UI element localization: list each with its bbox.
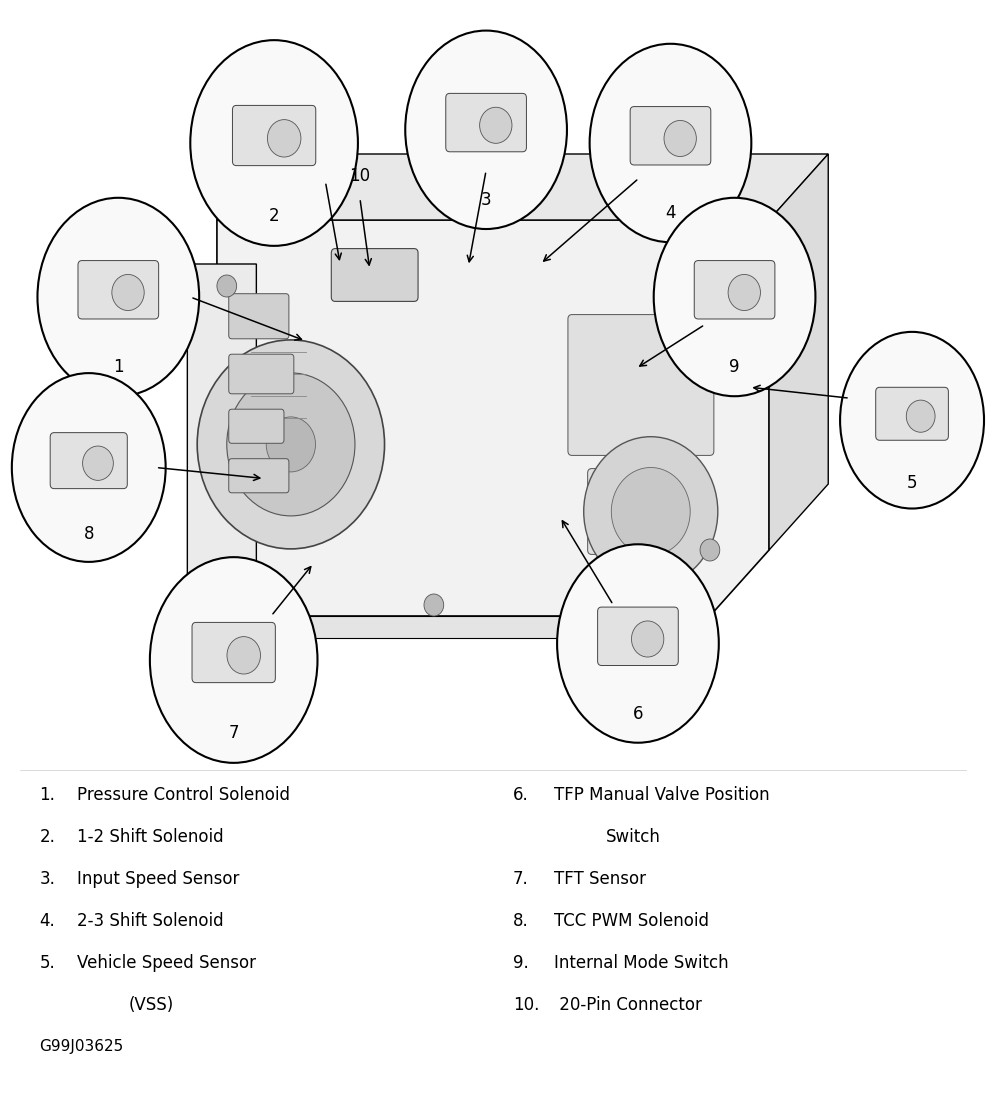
Text: 4: 4 (666, 205, 675, 222)
Circle shape (664, 121, 696, 156)
Text: Vehicle Speed Sensor: Vehicle Speed Sensor (77, 954, 256, 971)
Circle shape (611, 468, 690, 556)
Text: Internal Mode Switch: Internal Mode Switch (554, 954, 729, 971)
Circle shape (227, 373, 355, 516)
FancyBboxPatch shape (568, 315, 714, 455)
Circle shape (680, 253, 700, 275)
Circle shape (728, 275, 760, 310)
Circle shape (222, 588, 242, 610)
Ellipse shape (12, 373, 166, 562)
Polygon shape (217, 154, 828, 220)
Circle shape (83, 447, 113, 481)
Text: 2-3 Shift Solenoid: 2-3 Shift Solenoid (77, 912, 224, 930)
Polygon shape (187, 264, 256, 616)
Circle shape (217, 275, 237, 297)
Text: 10.: 10. (513, 996, 539, 1013)
Ellipse shape (590, 44, 751, 242)
Text: TFP Manual Valve Position: TFP Manual Valve Position (554, 786, 770, 804)
Text: (VSS): (VSS) (128, 996, 174, 1013)
Circle shape (227, 637, 260, 674)
Circle shape (584, 437, 718, 586)
Text: 20-Pin Connector: 20-Pin Connector (554, 996, 702, 1013)
FancyBboxPatch shape (233, 106, 316, 166)
Text: 8.: 8. (513, 912, 528, 930)
Text: Input Speed Sensor: Input Speed Sensor (77, 870, 240, 888)
Circle shape (197, 340, 385, 549)
FancyBboxPatch shape (78, 261, 159, 319)
Text: 5.: 5. (39, 954, 55, 971)
Text: 8: 8 (84, 526, 94, 543)
Text: TCC PWM Solenoid: TCC PWM Solenoid (554, 912, 709, 930)
FancyBboxPatch shape (876, 387, 949, 440)
Text: 1.: 1. (39, 786, 55, 804)
Circle shape (631, 620, 664, 657)
Text: 9: 9 (730, 359, 740, 376)
Circle shape (906, 400, 935, 432)
Ellipse shape (190, 41, 358, 246)
Text: 5: 5 (907, 474, 917, 492)
Text: 7: 7 (229, 724, 239, 741)
Circle shape (479, 108, 512, 143)
FancyBboxPatch shape (229, 294, 289, 339)
Polygon shape (769, 154, 828, 550)
FancyBboxPatch shape (446, 94, 527, 152)
Polygon shape (237, 616, 690, 638)
Text: G99J03625: G99J03625 (39, 1040, 123, 1055)
FancyBboxPatch shape (50, 432, 127, 488)
Ellipse shape (405, 31, 567, 229)
FancyBboxPatch shape (588, 469, 694, 554)
Ellipse shape (150, 557, 317, 763)
Text: Pressure Control Solenoid: Pressure Control Solenoid (77, 786, 290, 804)
Circle shape (111, 275, 144, 310)
Text: 7.: 7. (513, 870, 528, 888)
Circle shape (424, 594, 444, 616)
Text: TFT Sensor: TFT Sensor (554, 870, 646, 888)
Ellipse shape (840, 332, 984, 508)
Circle shape (700, 539, 720, 561)
Text: 1: 1 (113, 359, 123, 376)
Text: 3.: 3. (39, 870, 55, 888)
Ellipse shape (654, 198, 815, 396)
Polygon shape (217, 220, 769, 616)
Circle shape (266, 417, 316, 472)
Text: 9.: 9. (513, 954, 528, 971)
Text: Switch: Switch (605, 828, 661, 846)
Ellipse shape (37, 198, 199, 396)
FancyBboxPatch shape (331, 249, 418, 301)
FancyBboxPatch shape (229, 409, 284, 443)
Circle shape (631, 588, 651, 610)
FancyBboxPatch shape (694, 261, 775, 319)
Text: 2: 2 (269, 207, 279, 224)
Text: 2.: 2. (39, 828, 55, 846)
Text: 3: 3 (481, 191, 491, 209)
Text: 1-2 Shift Solenoid: 1-2 Shift Solenoid (77, 828, 224, 846)
FancyBboxPatch shape (229, 354, 294, 394)
Text: 6: 6 (633, 705, 643, 723)
FancyBboxPatch shape (229, 459, 289, 493)
Circle shape (267, 120, 301, 157)
FancyBboxPatch shape (630, 107, 711, 165)
Text: 6.: 6. (513, 786, 528, 804)
Text: 4.: 4. (39, 912, 55, 930)
Text: 10: 10 (349, 167, 371, 185)
FancyBboxPatch shape (598, 607, 678, 666)
FancyBboxPatch shape (192, 623, 275, 683)
Ellipse shape (557, 544, 719, 742)
